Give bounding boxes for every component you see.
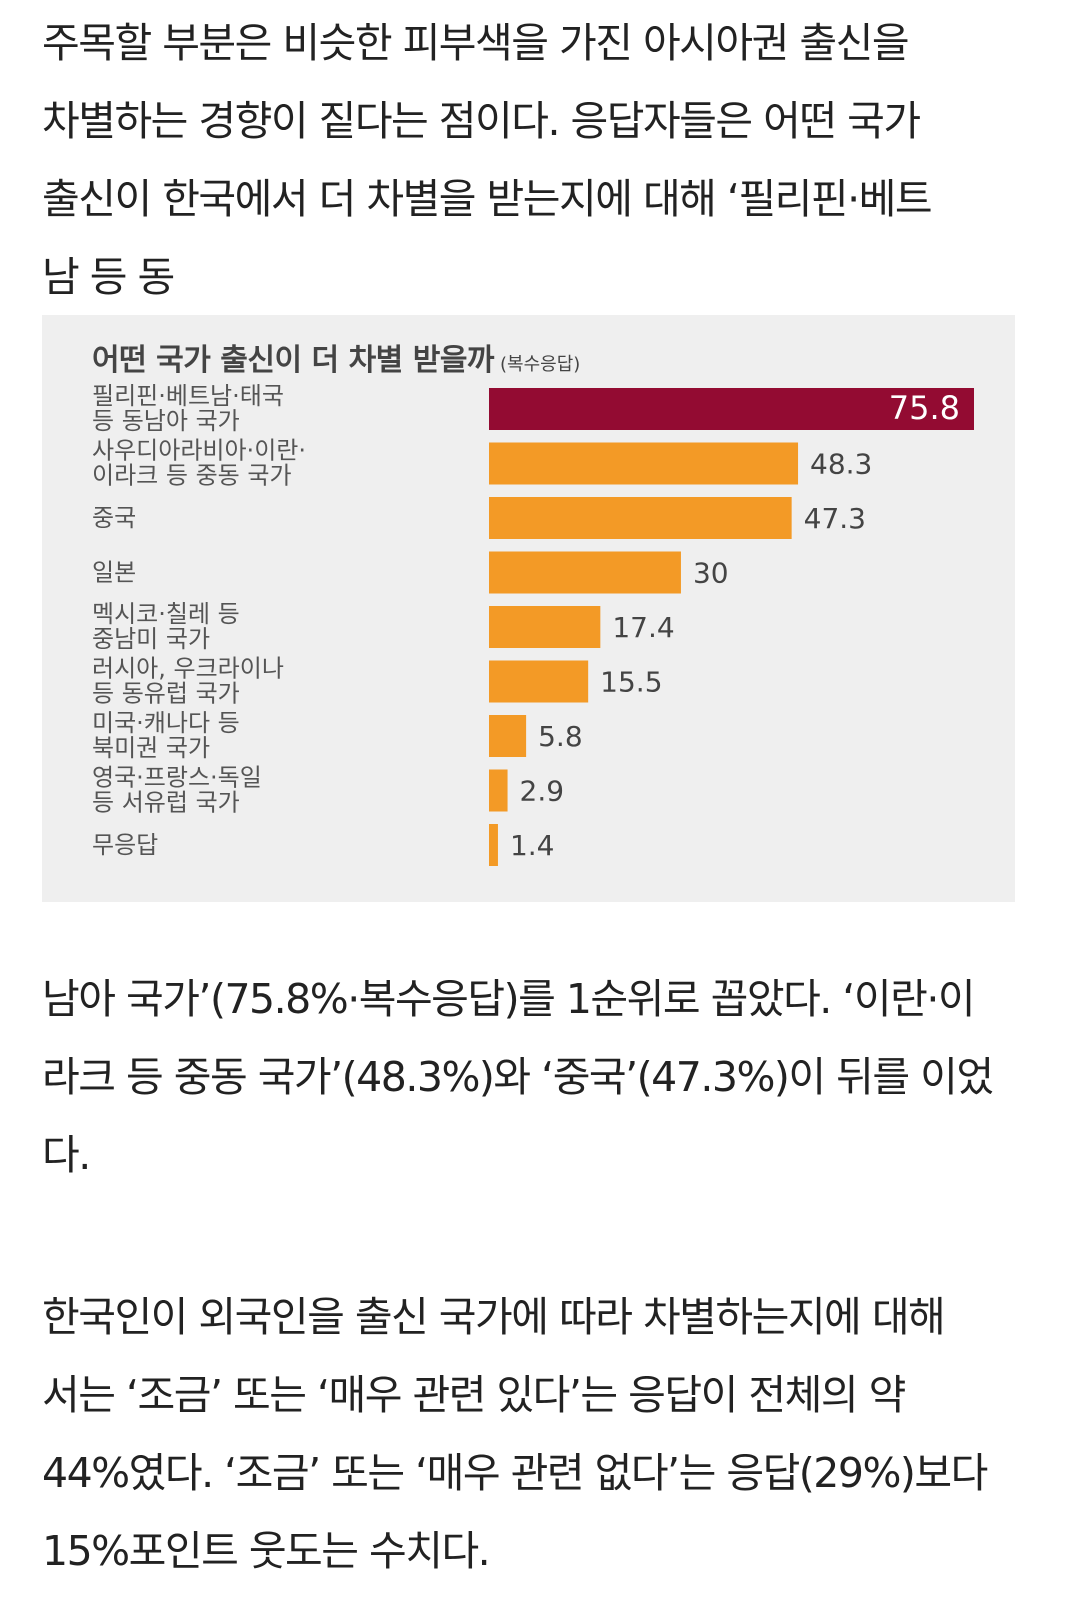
bar-chart: 어떤 국가 출신이 더 차별 받을까 (복수응답) 75.8 필리핀·베트남·태국 등…	[42, 315, 1015, 902]
article-paragraph-3: 한국인이 외국인을 출신 국가에 따라 차별하는지에 대해 서는 ‘조금’ 또는…	[42, 1278, 1042, 1590]
bar-2	[489, 497, 792, 539]
text-line: 남 등 동	[42, 253, 175, 301]
text-line: 차별하는 경향이 짙다는 점이다. 응답자들은 어떤 국가	[42, 97, 921, 145]
category-label-3: 일본	[92, 559, 136, 587]
bar-7	[489, 769, 508, 812]
chart-subtitle: (복수응답)	[500, 354, 581, 375]
value-label-3: 30	[693, 557, 729, 590]
chart-title-text: 어떤 국가 출신이 더 차별 받을까	[92, 343, 495, 378]
category-label-6: 미국·캐나다 등 북미권 국가	[92, 709, 240, 762]
text-line: 남아 국가’(75.8%·복수응답)를 1순위로 꼽았다. ‘이란·이	[42, 975, 976, 1023]
text-line: 라크 등 중동 국가’(48.3%)와 ‘중국’(47.3%)이 뒤를 이었	[42, 1053, 994, 1101]
text-line: 서는 ‘조금’ 또는 ‘매우 관련 있다’는 응답이 전체의 약	[42, 1371, 906, 1419]
value-label-1: 48.3	[810, 448, 872, 481]
value-label-0: 75.8	[889, 389, 960, 427]
chart-plot-area: 75.8 필리핀·베트남·태국 등 동남아 국가 48.3 사우디아라비아·이란· 이라크…	[92, 382, 974, 866]
category-label-2: 중국	[92, 504, 136, 532]
text-line: 44%였다. ‘조금’ 또는 ‘매우 관련 없다’는 응답(29%)보다	[42, 1449, 988, 1497]
value-label-5: 15.5	[600, 666, 662, 699]
category-label-5: 러시아, 우크라이나 등 동유럽 국가	[92, 655, 284, 708]
value-label-2: 47.3	[804, 502, 866, 535]
article-paragraph-2: 남아 국가’(75.8%·복수응답)를 1순위로 꼽았다. ‘이란·이 라크 등…	[42, 960, 1042, 1194]
text-line: 15%포인트 웃도는 수치다.	[42, 1527, 491, 1575]
bar-0	[489, 388, 974, 430]
category-label-8: 무응답	[92, 831, 158, 859]
value-label-8: 1.4	[510, 829, 555, 862]
bar-8	[489, 824, 498, 866]
category-label-1: 사우디아라비아·이란· 이라크 등 중동 국가	[92, 437, 306, 490]
value-label-6: 5.8	[538, 720, 583, 753]
category-label-4: 멕시코·칠레 등 중남미 국가	[92, 600, 240, 653]
value-label-4: 17.4	[612, 611, 674, 644]
bar-4	[489, 606, 601, 648]
category-label-0: 필리핀·베트남·태국 등 동남아 국가	[92, 382, 284, 435]
text-line: 주목할 부분은 비슷한 피부색을 가진 아시아권 출신을	[42, 19, 910, 67]
bar-3	[489, 551, 681, 594]
bar-1	[489, 442, 799, 485]
value-label-7: 2.9	[520, 775, 565, 808]
chart-title: 어떤 국가 출신이 더 차별 받을까 (복수응답)	[92, 335, 580, 379]
text-line: 다.	[42, 1131, 91, 1179]
bar-6	[489, 715, 527, 757]
category-label-7: 영국·프랑스·독일 등 서유럽 국가	[92, 764, 262, 817]
text-line: 한국인이 외국인을 출신 국가에 따라 차별하는지에 대해	[42, 1293, 946, 1341]
article-paragraph-1: 주목할 부분은 비슷한 피부색을 가진 아시아권 출신을 차별하는 경향이 짙다…	[42, 4, 1042, 316]
bar-5	[489, 660, 589, 703]
text-line: 출신이 한국에서 더 차별을 받는지에 대해 ‘필리핀·베트	[42, 175, 933, 223]
